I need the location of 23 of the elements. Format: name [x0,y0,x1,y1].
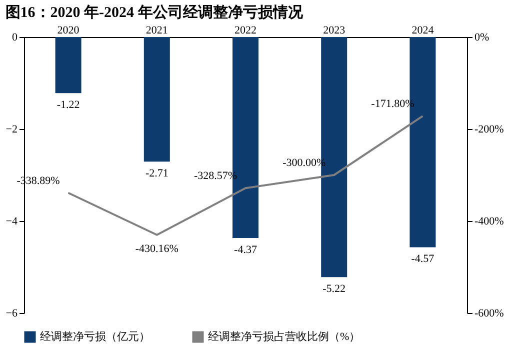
chart-title: 图16：2020 年-2024 年公司经调整净亏损情况 [5,4,304,21]
y2-tick-label: 0% [474,32,490,44]
x-tick-label: 2020 [57,24,80,36]
x-tick-label: 2023 [323,24,346,36]
data-label: -4.37 [234,244,258,256]
data-label: -430.16% [135,242,178,255]
data-label: -5.22 [322,283,346,296]
x-tick-label: 2022 [234,24,256,36]
line-series [67,115,424,236]
data-label: -1.22 [56,99,80,112]
y2-tick-label: -400% [474,216,504,228]
y-tick-label: −4 [6,216,18,228]
data-label: -4.57 [411,253,435,266]
y-tick-label: 0 [12,32,18,44]
x-tick-label: 2021 [146,24,168,36]
legend-label: 经调整净亏损（亿元） [40,331,150,343]
y2-tick-label: -200% [474,124,504,136]
x-tick-label: 2024 [412,24,434,36]
y-tick-label: −2 [6,124,18,136]
legend-label: 经调整净亏损占营收比例（%） [208,330,360,343]
y-tick-label: −6 [6,308,18,320]
data-label: -2.71 [145,168,168,180]
y2-tick-label: -600% [474,308,504,320]
